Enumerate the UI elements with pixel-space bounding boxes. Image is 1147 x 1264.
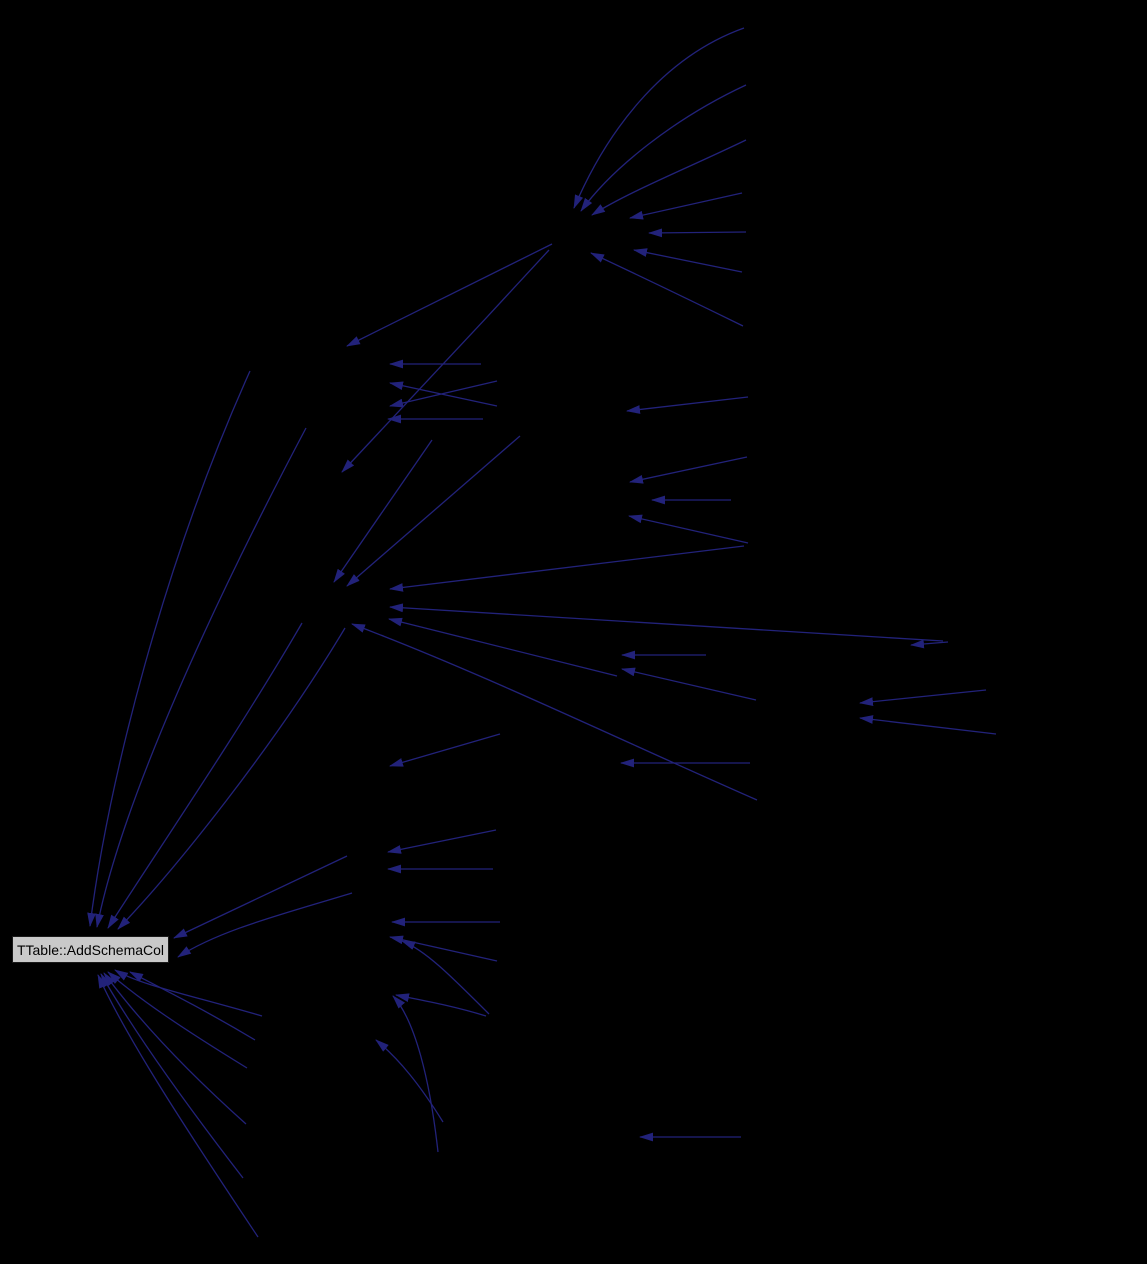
call-graph-edge xyxy=(107,622,303,929)
call-graph-edge xyxy=(389,935,498,962)
call-graph-edge xyxy=(103,972,247,1125)
call-graph-edge xyxy=(859,689,987,707)
call-graph-edge xyxy=(389,545,745,592)
call-graph-edge xyxy=(117,627,346,930)
call-graph-edge xyxy=(351,623,758,801)
call-graph-edge xyxy=(333,439,433,583)
call-graph-edge xyxy=(346,435,521,587)
call-graph-edge xyxy=(389,380,498,408)
call-graph-edge xyxy=(573,27,745,209)
call-graph-edge xyxy=(341,249,550,473)
call-graph-edge xyxy=(129,971,256,1041)
call-graph-edge xyxy=(389,733,501,767)
call-graph-edge xyxy=(629,456,748,484)
call-graph-edge xyxy=(626,396,749,414)
call-graph-edge xyxy=(590,252,744,327)
call-graph-edge xyxy=(392,995,439,1153)
call-graph-edge xyxy=(628,514,749,544)
call-graph-edge xyxy=(107,971,248,1069)
node-ttable-addschemacol: TTable::AddSchemaCol xyxy=(12,936,169,963)
node-label: TTable::AddSchemaCol xyxy=(16,941,165,958)
call-graph-edge xyxy=(387,829,497,854)
call-graph-edge xyxy=(346,243,553,347)
call-graph-edge xyxy=(87,370,251,927)
call-graph-edge xyxy=(177,892,353,958)
edge-group xyxy=(87,27,997,1238)
call-graph-edge xyxy=(910,639,949,649)
call-graph-edge xyxy=(100,973,244,1179)
call-graph-edge xyxy=(648,228,747,238)
call-graph-edge xyxy=(580,84,747,212)
call-graph-edge xyxy=(389,603,944,642)
call-graph-edge xyxy=(621,667,757,701)
call-graph-edge xyxy=(401,940,490,1015)
call-graph-edge xyxy=(388,617,618,677)
call-graph-edge xyxy=(375,1039,444,1123)
call-graph-edge xyxy=(389,381,498,407)
call-graph-edge xyxy=(114,969,263,1017)
call-graph-edge xyxy=(97,974,259,1238)
call-graph-edge xyxy=(629,192,743,220)
call-graph-edge xyxy=(859,715,997,735)
call-graph-edge xyxy=(633,248,743,273)
call-graph-edge xyxy=(591,139,747,216)
call-graph-edge xyxy=(95,427,307,928)
call-graph-edge xyxy=(173,855,348,939)
